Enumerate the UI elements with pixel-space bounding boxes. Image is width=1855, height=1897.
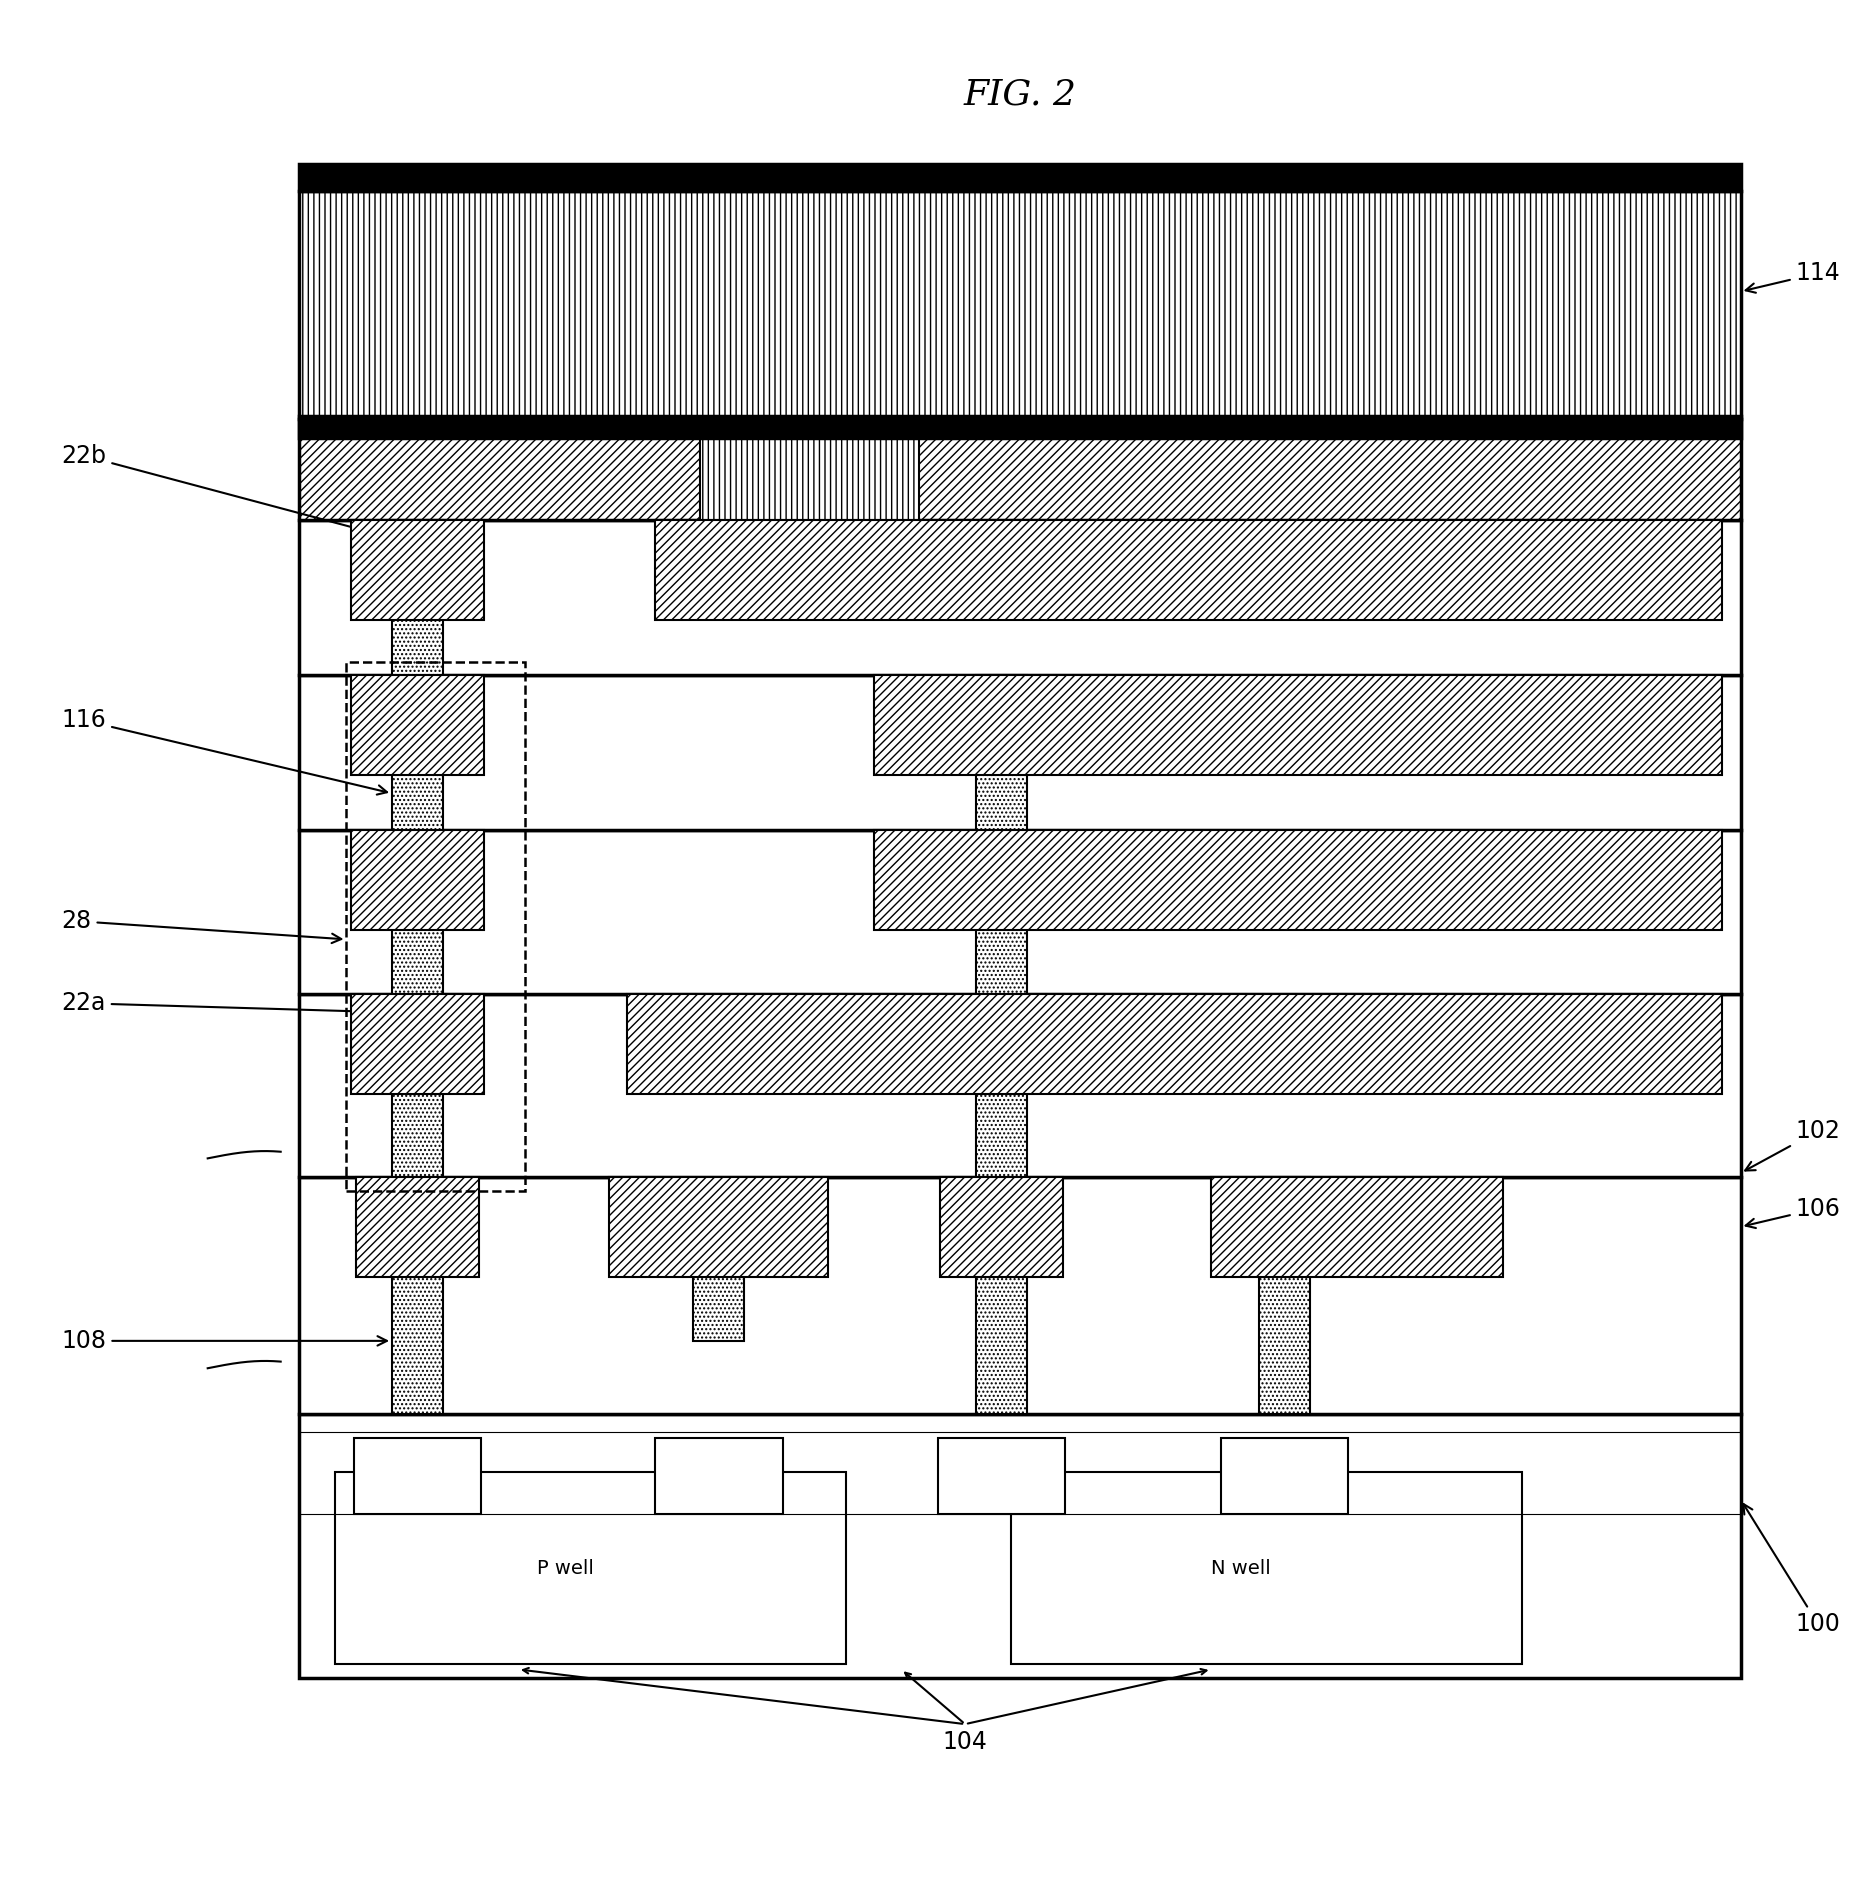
Bar [391, 675, 443, 829]
Bar [937, 1438, 1065, 1514]
Bar [694, 1210, 744, 1341]
Bar [1211, 1176, 1503, 1277]
Bar [608, 1176, 827, 1277]
Text: P well: P well [536, 1559, 594, 1578]
Text: 100: 100 [1744, 1504, 1840, 1635]
Bar [627, 994, 1723, 1095]
Bar [976, 1176, 1028, 1413]
Bar [391, 829, 443, 994]
Text: 102: 102 [1746, 1119, 1840, 1170]
Text: 106: 106 [1746, 1197, 1840, 1227]
Bar [701, 419, 920, 520]
Bar [299, 829, 1740, 994]
Bar [655, 1438, 783, 1514]
Bar [356, 1176, 479, 1277]
Bar [299, 1413, 1740, 1679]
Bar [940, 1176, 1063, 1277]
Text: 104: 104 [942, 1730, 987, 1755]
Bar [299, 415, 1740, 438]
Bar [391, 1176, 443, 1413]
Text: 22b: 22b [61, 444, 388, 539]
Bar [1221, 1438, 1349, 1514]
Bar [976, 675, 1028, 829]
Text: 116: 116 [61, 708, 388, 795]
Bar [351, 520, 484, 620]
Bar [299, 520, 1740, 675]
Bar [299, 163, 1740, 192]
Bar [874, 675, 1723, 776]
Bar [299, 994, 1740, 1176]
Bar [874, 829, 1723, 930]
Bar [351, 994, 484, 1095]
Bar [347, 662, 525, 1191]
Text: 28: 28 [61, 909, 341, 943]
Bar [351, 829, 484, 930]
Bar [351, 675, 484, 776]
Text: FIG. 2: FIG. 2 [963, 78, 1076, 112]
Bar [976, 994, 1028, 1176]
Text: 108: 108 [61, 1330, 388, 1353]
Text: 22a: 22a [61, 992, 388, 1017]
Bar [976, 829, 1028, 994]
Bar [1260, 1176, 1310, 1413]
Bar [299, 1176, 1740, 1413]
Bar [391, 520, 443, 675]
Bar [299, 192, 1740, 419]
Bar [354, 1438, 482, 1514]
Text: 114: 114 [1746, 262, 1840, 292]
Text: N well: N well [1211, 1559, 1271, 1578]
Bar [1011, 1472, 1521, 1664]
Bar [336, 1472, 846, 1664]
Bar [299, 675, 1740, 829]
Bar [299, 419, 1740, 520]
Bar [391, 994, 443, 1176]
Bar [655, 520, 1723, 620]
